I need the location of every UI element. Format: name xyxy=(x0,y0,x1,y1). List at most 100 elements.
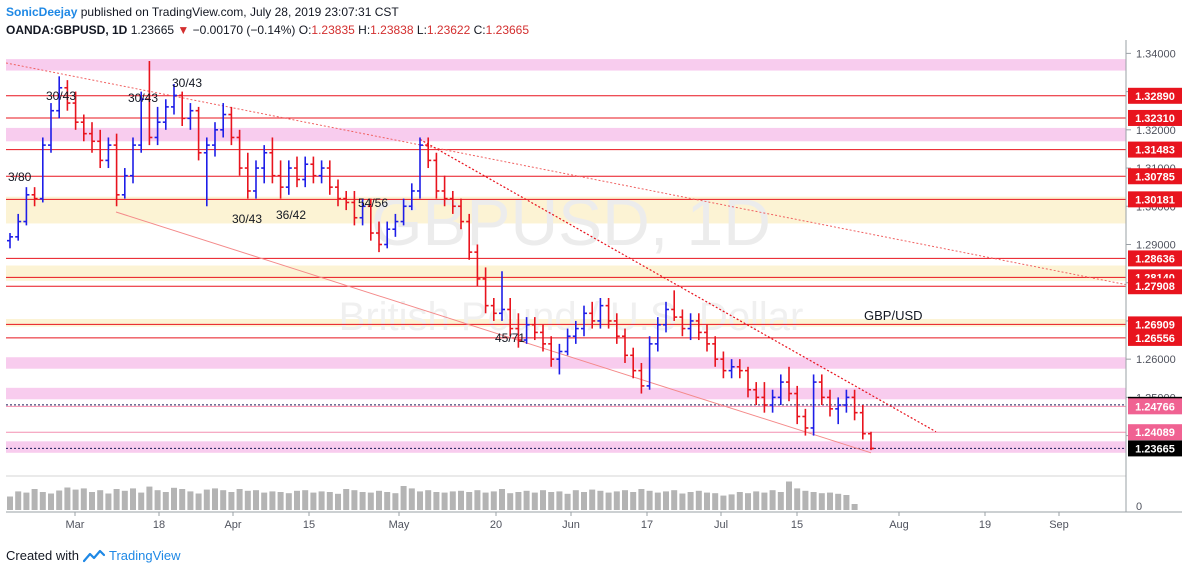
price-level-badge-label: 1.23665 xyxy=(1135,443,1175,455)
volume-bar xyxy=(228,492,235,510)
volume-bar xyxy=(187,491,194,510)
time-tick-label: 19 xyxy=(979,519,991,531)
down-arrow-icon: ▼ xyxy=(177,23,190,37)
volume-bar xyxy=(113,489,120,510)
volume-bar xyxy=(581,492,587,510)
levels-layer xyxy=(6,95,1126,449)
pattern-annotation: 45/71 xyxy=(495,331,525,345)
volume-bar xyxy=(138,492,145,510)
volume-bar xyxy=(671,490,678,510)
price-level-badge-label: 1.30785 xyxy=(1135,171,1175,183)
tradingview-logo-icon xyxy=(82,549,105,562)
volume-bar xyxy=(326,492,333,510)
volume-bar xyxy=(64,487,71,510)
volume-bar xyxy=(704,492,710,510)
volume-bar xyxy=(269,491,276,510)
volume-bar xyxy=(802,490,809,510)
volume-bar xyxy=(728,494,735,510)
volume-bar xyxy=(7,496,13,510)
volume-bar xyxy=(367,492,374,510)
volume-bar xyxy=(745,493,751,510)
volume-bar xyxy=(441,492,448,510)
chart-area[interactable]: GBPUSD, 1D British Pound / U.S. Dollar 3… xyxy=(5,40,1182,538)
support-zone xyxy=(6,265,1126,281)
price-tick-label: 1.29000 xyxy=(1136,239,1176,251)
symbol-line: OANDA:GBPUSD, 1D 1.23665 ▼ −0.00170 (−0.… xyxy=(6,22,1176,38)
volume-bar xyxy=(335,493,341,510)
volume-bar xyxy=(695,490,702,510)
volume-bar xyxy=(507,493,514,510)
volume-bar xyxy=(294,490,300,510)
volume-bar xyxy=(48,493,54,510)
volume-bar xyxy=(474,490,481,510)
volume-bar xyxy=(449,491,456,510)
tradingview-brand[interactable]: TradingView xyxy=(108,548,181,563)
time-tick-label: 20 xyxy=(490,519,502,531)
volume-bar xyxy=(794,488,801,510)
time-tick-label: Apr xyxy=(224,519,241,531)
price-level-badge-label: 1.26909 xyxy=(1135,319,1175,331)
volume-bar xyxy=(408,488,415,510)
volume-bar xyxy=(89,492,95,510)
volume-bar xyxy=(146,486,153,510)
created-with-label: Created with xyxy=(6,548,79,563)
pattern-annotation: 54/56 xyxy=(358,196,388,210)
volume-bar xyxy=(523,490,530,510)
pattern-annotation: 36/42 xyxy=(276,208,306,222)
trendlines-layer xyxy=(5,62,1127,454)
pattern-annotation: 30/43 xyxy=(172,76,202,90)
volume-axis-zero: 0 xyxy=(1136,501,1142,513)
volume-bar xyxy=(638,489,645,510)
volume-bar xyxy=(302,490,309,510)
price-tick-label: 1.32000 xyxy=(1136,125,1176,137)
volume-bar xyxy=(179,489,186,510)
price-level-badge-label: 1.24766 xyxy=(1135,401,1175,413)
price-level-badge-label: 1.26556 xyxy=(1135,333,1175,345)
price-level-badge xyxy=(1128,250,1182,267)
volume-bar xyxy=(556,491,563,510)
volume-bar xyxy=(597,490,604,510)
price-tick-label: 1.34000 xyxy=(1136,48,1176,60)
volume-bar xyxy=(630,492,637,510)
volume-bar xyxy=(244,490,251,510)
volume-bar xyxy=(761,492,768,510)
price-level-badge xyxy=(1128,168,1182,185)
symbol-name[interactable]: OANDA:GBPUSD, 1D xyxy=(6,23,128,37)
volume-bar xyxy=(458,490,464,510)
author-link[interactable]: SonicDeejay xyxy=(6,5,78,19)
support-zone xyxy=(6,196,1126,224)
volume-bar xyxy=(195,493,202,510)
candlestick-chart[interactable]: GBPUSD, 1D British Pound / U.S. Dollar 3… xyxy=(5,40,1182,538)
volume-bar xyxy=(540,490,546,510)
time-tick-label: Mar xyxy=(66,519,85,531)
volume-bar xyxy=(162,492,169,510)
volume-bar xyxy=(56,490,63,510)
resistance-zone xyxy=(6,441,1126,453)
resistance-zone xyxy=(6,357,1126,369)
price-level-badge xyxy=(1128,191,1182,208)
price-level-badge xyxy=(1128,316,1182,333)
watermark: GBPUSD, 1D British Pound / U.S. Dollar xyxy=(339,185,804,339)
volume-bar xyxy=(720,495,727,510)
candles-layer xyxy=(7,61,874,451)
volume-bar xyxy=(318,491,325,510)
volume-bar xyxy=(712,493,719,510)
volume-bar xyxy=(490,491,497,510)
volume-bar xyxy=(572,490,579,510)
price-level-badge-label: 1.27908 xyxy=(1135,281,1175,293)
publish-line: SonicDeejay published on TradingView.com… xyxy=(6,4,1176,20)
plot-background xyxy=(6,40,1126,538)
volume-bar xyxy=(359,492,366,510)
pattern-annotation: 30/43 xyxy=(46,89,76,103)
volume-bar xyxy=(97,490,104,510)
price-level-badge-label: 1.28636 xyxy=(1135,253,1175,265)
volume-bar xyxy=(23,492,30,510)
price-axis[interactable]: 1.340001.330001.320001.310001.300001.290… xyxy=(1126,48,1182,457)
resistance-zone xyxy=(6,387,1126,400)
volume-bar xyxy=(105,493,112,510)
watermark-name: British Pound / U.S. Dollar xyxy=(339,295,804,339)
time-axis[interactable]: Mar 18 Apr 15 May 20 Jun 17 Jul 15 Aug 19 Sep xyxy=(66,512,1069,531)
price-tick-label: 1.26000 xyxy=(1136,354,1176,366)
volume-bar xyxy=(646,490,653,510)
time-tick-label: Aug xyxy=(889,519,909,531)
